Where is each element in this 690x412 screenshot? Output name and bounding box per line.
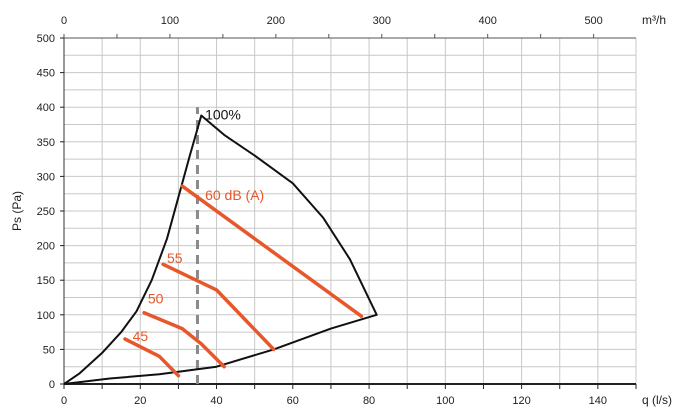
y-tick-label: 0 (49, 379, 55, 391)
y-tick-label: 50 (43, 344, 55, 356)
top-axis-tick-label: 0 (61, 15, 67, 27)
top-axis-tick-label: 100 (161, 15, 179, 27)
y-tick-label: 300 (37, 171, 55, 183)
y-tick-label: 500 (37, 33, 55, 45)
annotation-label: 45 (133, 328, 149, 344)
sound-line-50 (142, 310, 226, 369)
x-tick-label: 120 (512, 395, 530, 407)
x-axis-label: q (l/s) (642, 393, 672, 407)
envelope-curve-100 (63, 114, 378, 385)
x-tick-label: 20 (134, 395, 146, 407)
sound-line-55 (161, 262, 276, 352)
labels: 100% 60 dB (A) 55 50 45 (133, 107, 265, 344)
top-axis-unit-label: m³/h (642, 13, 666, 27)
series (63, 107, 378, 385)
grid (64, 37, 636, 384)
top-axis-tick-label: 400 (479, 15, 497, 27)
x-tick-label: 100 (436, 395, 454, 407)
x-tick-label: 140 (589, 395, 607, 407)
x-tick-label: 80 (363, 395, 375, 407)
annotation-label: 55 (167, 250, 183, 266)
y-tick-label: 100 (37, 310, 55, 322)
x-tick-label: 0 (61, 395, 67, 407)
y-axis-label: Ps (Pa) (10, 191, 24, 231)
y-tick-label: 200 (37, 241, 55, 253)
top-axis-tick-label: 300 (373, 15, 391, 27)
sound-line-60-db-a (180, 184, 364, 318)
annotation-label: 100% (205, 107, 241, 123)
annotation-label: 50 (148, 291, 164, 307)
top-axis-tick-label: 200 (267, 15, 285, 27)
y-tick-label: 250 (37, 206, 55, 218)
annotation-label: 60 dB (A) (205, 187, 264, 203)
y-tick-label: 450 (37, 68, 55, 80)
y-tick-label: 350 (37, 137, 55, 149)
sound-line-45 (123, 337, 181, 378)
x-tick-label: 40 (210, 395, 222, 407)
y-tick-label: 400 (37, 102, 55, 114)
x-tick-label: 60 (287, 395, 299, 407)
top-axis-tick-label: 500 (584, 15, 602, 27)
y-tick-label: 150 (37, 275, 55, 287)
